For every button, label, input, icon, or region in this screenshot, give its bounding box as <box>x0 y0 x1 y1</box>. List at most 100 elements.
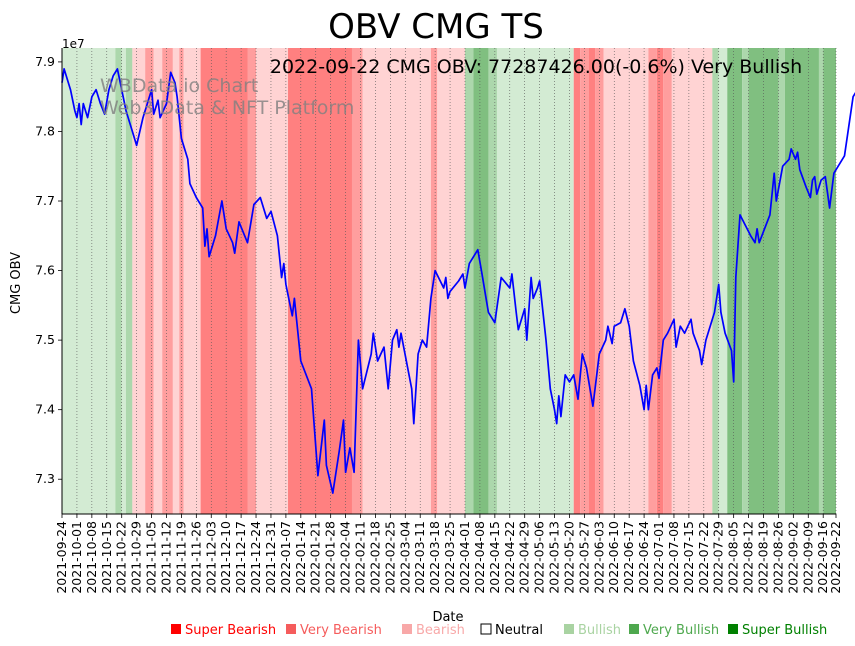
obv-series-line <box>61 68 855 494</box>
y-axis-label: CMG OBV <box>9 252 24 314</box>
legend-label: Very Bullish <box>643 623 719 638</box>
latest-value-annotation: 2022-09-22 CMG OBV: 77287426.00(-0.6%) V… <box>270 56 802 78</box>
regime-band <box>179 48 184 514</box>
regime-band <box>580 48 589 514</box>
y-tick-label: 7.8 <box>35 123 55 138</box>
x-tick-label: 2022-06-10 <box>606 521 621 594</box>
x-tick-label: 2022-08-12 <box>741 521 756 594</box>
legend-swatch <box>480 623 492 635</box>
regime-band <box>473 48 489 514</box>
x-tick-label: 2021-10-01 <box>69 521 84 594</box>
x-tick-label: 2022-09-16 <box>815 521 830 594</box>
x-tick-label: 2021-09-24 <box>54 521 69 594</box>
x-tick-label: 2022-05-20 <box>561 521 576 594</box>
watermark-line-2: Web3 Data & NFT Platform <box>100 97 354 119</box>
x-tick-label: 2022-01-14 <box>293 521 308 594</box>
x-tick-label: 2021-11-05 <box>144 521 159 594</box>
y-tick-label: 7.3 <box>35 471 55 486</box>
x-tick-label: 2022-04-29 <box>517 521 532 594</box>
x-tick-label: 2021-12-10 <box>218 521 233 594</box>
regime-band <box>162 48 173 514</box>
axes <box>61 48 836 515</box>
regime-band <box>748 48 779 514</box>
y-tick-label: 7.7 <box>35 193 55 208</box>
legend-label: Very Bearish <box>300 623 382 638</box>
x-tick-label: 2022-07-22 <box>696 521 711 594</box>
regime-band <box>464 48 474 514</box>
x-tick-label: 2022-01-07 <box>278 521 293 594</box>
x-tick-label: 2022-07-01 <box>651 521 666 594</box>
regime-band <box>671 48 713 514</box>
regime-band <box>784 48 819 514</box>
legend-swatch <box>629 624 639 634</box>
regime-band <box>588 48 596 514</box>
x-tick-label: 2022-04-22 <box>502 521 517 594</box>
x-tick-label: 2022-08-19 <box>756 521 771 594</box>
x-tick-label: 2022-07-29 <box>711 521 726 594</box>
x-tick-label: 2022-04-08 <box>472 521 487 594</box>
regime-band <box>200 48 248 514</box>
chart-title: OBV CMG TS <box>328 7 544 47</box>
regime-bands <box>62 48 836 514</box>
x-tick-label: 2022-09-02 <box>785 521 800 594</box>
regime-band <box>823 48 836 514</box>
regime-band <box>132 48 146 514</box>
y-tick-label: 7.5 <box>35 332 55 347</box>
x-axis-ticks: 2021-09-24 2021-10-01 2021-10-08 2021-10-15… <box>54 514 843 594</box>
regime-band <box>488 48 497 514</box>
x-tick-label: 2021-12-31 <box>263 521 278 594</box>
x-tick-label: 2022-01-28 <box>323 521 338 594</box>
regime-band <box>437 48 465 514</box>
series-layer <box>61 68 855 494</box>
x-tick-label: 2022-06-24 <box>636 521 651 594</box>
regime-band <box>573 48 581 514</box>
x-tick-label: 2022-08-26 <box>770 521 785 594</box>
x-tick-label: 2022-05-27 <box>576 521 591 594</box>
x-tick-label: 2021-10-29 <box>129 521 144 594</box>
regime-band <box>656 48 664 514</box>
x-tick-label: 2022-04-01 <box>457 521 472 594</box>
x-tick-label: 2022-05-06 <box>532 521 547 594</box>
x-tick-label: 2022-09-22 <box>828 521 843 594</box>
x-tick-label: 2022-06-03 <box>591 521 606 594</box>
regime-band <box>247 48 257 514</box>
x-tick-label: 2022-02-11 <box>353 521 368 594</box>
x-tick-label: 2022-05-13 <box>547 521 562 594</box>
x-tick-label: 2021-10-15 <box>99 521 114 594</box>
regime-band <box>712 48 719 514</box>
x-tick-label: 2021-10-08 <box>84 521 99 594</box>
legend-swatch <box>564 624 574 634</box>
x-tick-label: 2022-06-17 <box>621 521 636 594</box>
x-tick-label: 2021-12-03 <box>203 521 218 594</box>
legend-label: Super Bearish <box>185 623 276 638</box>
regime-band <box>351 48 363 514</box>
x-axis-label: Date <box>432 610 463 625</box>
regime-band <box>818 48 824 514</box>
x-tick-label: 2022-04-15 <box>487 521 502 594</box>
regime-band <box>172 48 180 514</box>
regime-band <box>145 48 154 514</box>
legend: Super Bearish Very Bearish Bearish Neutral B… <box>171 623 827 638</box>
x-tick-label: 2022-03-25 <box>442 521 457 594</box>
y-tick-label: 7.9 <box>35 54 55 69</box>
legend-label: Bullish <box>578 623 621 638</box>
y-axis-multiplier: 1e7 <box>62 37 85 51</box>
x-tick-label: 2022-02-25 <box>382 521 397 594</box>
x-tick-label: 2022-08-05 <box>726 521 741 594</box>
x-tick-label: 2022-07-08 <box>666 521 681 594</box>
legend-label: Bearish <box>416 623 465 638</box>
legend-swatch <box>171 624 181 634</box>
y-axis-ticks: 7.3 7.4 7.5 7.6 7.7 7.8 7.9 <box>35 54 62 486</box>
regime-band <box>778 48 785 514</box>
regime-band <box>125 48 133 514</box>
legend-swatch <box>402 624 412 634</box>
legend-label: Super Bullish <box>742 623 827 638</box>
legend-swatch <box>286 624 296 634</box>
regime-band <box>718 48 728 514</box>
regime-band <box>603 48 649 514</box>
regime-band <box>256 48 289 514</box>
x-tick-label: 2021-11-26 <box>188 521 203 594</box>
legend-label: Neutral <box>495 623 543 638</box>
regime-band <box>62 48 116 514</box>
